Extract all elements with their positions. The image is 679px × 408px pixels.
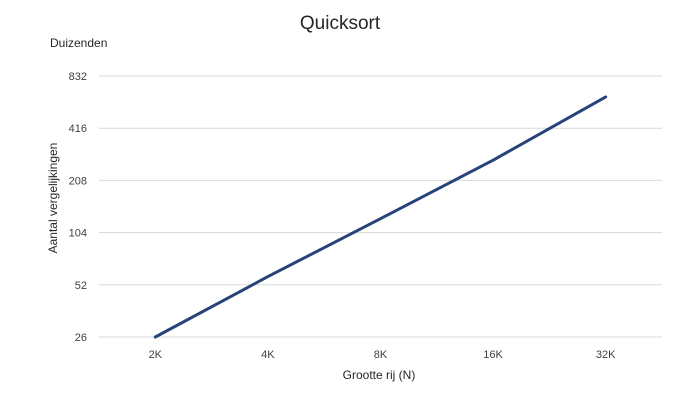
- units-label: Duizenden: [50, 36, 107, 50]
- y-tick-label: 832: [69, 71, 87, 83]
- y-tick-label: 416: [69, 123, 87, 135]
- series-line: [153, 95, 608, 339]
- x-tick-label: 4K: [261, 349, 275, 361]
- y-axis-label: Aantal vergelijkingen: [46, 143, 60, 254]
- x-tick-label: 16K: [483, 349, 503, 361]
- chart-title: Quicksort: [300, 13, 381, 34]
- x-axis-ticks: 2K 4K 8K 16K 32K: [149, 349, 617, 361]
- y-tick-label: 208: [69, 175, 87, 187]
- y-axis-ticks: 26 52 104 208 416 832: [69, 71, 87, 344]
- x-tick-label: 32K: [596, 349, 616, 361]
- plot-area: [153, 95, 608, 339]
- x-tick-label: 8K: [374, 349, 388, 361]
- y-tick-label: 52: [75, 280, 87, 292]
- y-tick-label: 26: [75, 332, 87, 344]
- y-tick-label: 104: [69, 228, 87, 240]
- gridlines: [99, 75, 662, 338]
- x-axis-label: Grootte rij (N): [343, 368, 416, 382]
- x-tick-label: 2K: [149, 349, 163, 361]
